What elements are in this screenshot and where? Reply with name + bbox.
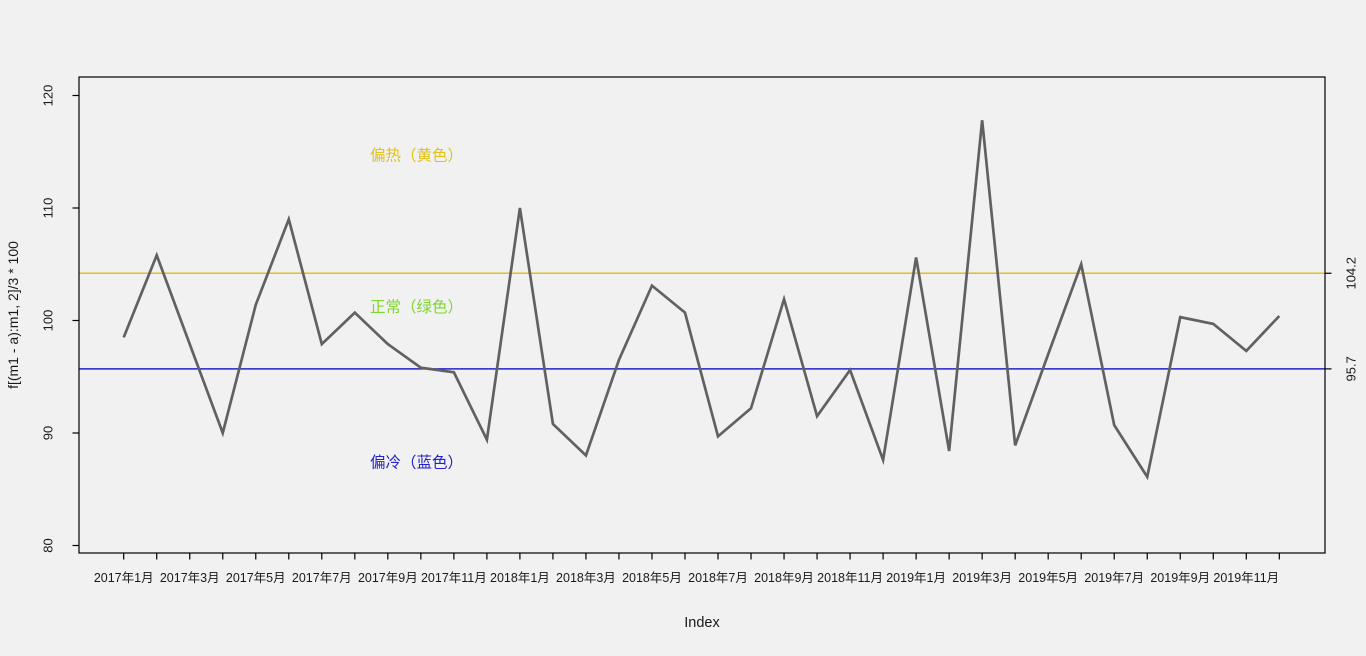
- x-axis-title: Index: [684, 615, 720, 631]
- annotation-normal: 正常（绿色）: [370, 298, 463, 316]
- x-axis-tick-label: 2019年3月: [952, 571, 1012, 585]
- x-axis-tick-label: 2018年1月: [490, 571, 550, 585]
- y-axis-tick-label: 110: [40, 198, 55, 219]
- annotation-hot: 偏热（黄色）: [370, 146, 463, 164]
- x-axis-tick-label: 2019年1月: [886, 571, 946, 585]
- x-axis-tick-label: 2018年9月: [754, 571, 814, 585]
- x-axis-tick-label: 2017年7月: [292, 571, 352, 585]
- annotation-cold: 偏冷（蓝色）: [370, 453, 463, 471]
- y-axis-tick-label: 90: [40, 426, 55, 440]
- x-axis-tick-label: 2017年11月: [421, 571, 487, 585]
- x-axis-tick-label: 2018年11月: [817, 571, 883, 585]
- x-axis-tick-label: 2017年5月: [226, 571, 286, 585]
- y-axis-tick-label: 120: [40, 85, 55, 107]
- data-series-line: [122, 120, 1281, 481]
- right-axis-tick-label: 95.7: [1343, 356, 1358, 381]
- right-axis-tick-label: 104.2: [1343, 257, 1358, 290]
- x-axis-tick-label: 2017年1月: [94, 571, 154, 585]
- x-axis-tick-label: 2019年7月: [1084, 571, 1144, 585]
- x-axis-tick-label: 2019年11月: [1213, 571, 1279, 585]
- x-axis-tick-label: 2018年3月: [556, 571, 616, 585]
- y-axis-tick-label: 80: [40, 538, 55, 552]
- x-axis-tick-label: 2017年9月: [358, 571, 418, 585]
- y-axis-tick-label: 100: [40, 310, 55, 332]
- x-axis-tick-label: 2017年3月: [160, 571, 220, 585]
- plot-border: [78, 76, 1326, 554]
- x-axis-tick-label: 2018年5月: [622, 571, 682, 585]
- x-axis-tick-label: 2018年7月: [688, 571, 748, 585]
- x-axis-tick-label: 2019年5月: [1018, 571, 1078, 585]
- y-axis-title: f[(m1 - a):m1, 2]/3 * 100: [5, 241, 21, 389]
- x-axis-tick-label: 2019年9月: [1150, 571, 1210, 585]
